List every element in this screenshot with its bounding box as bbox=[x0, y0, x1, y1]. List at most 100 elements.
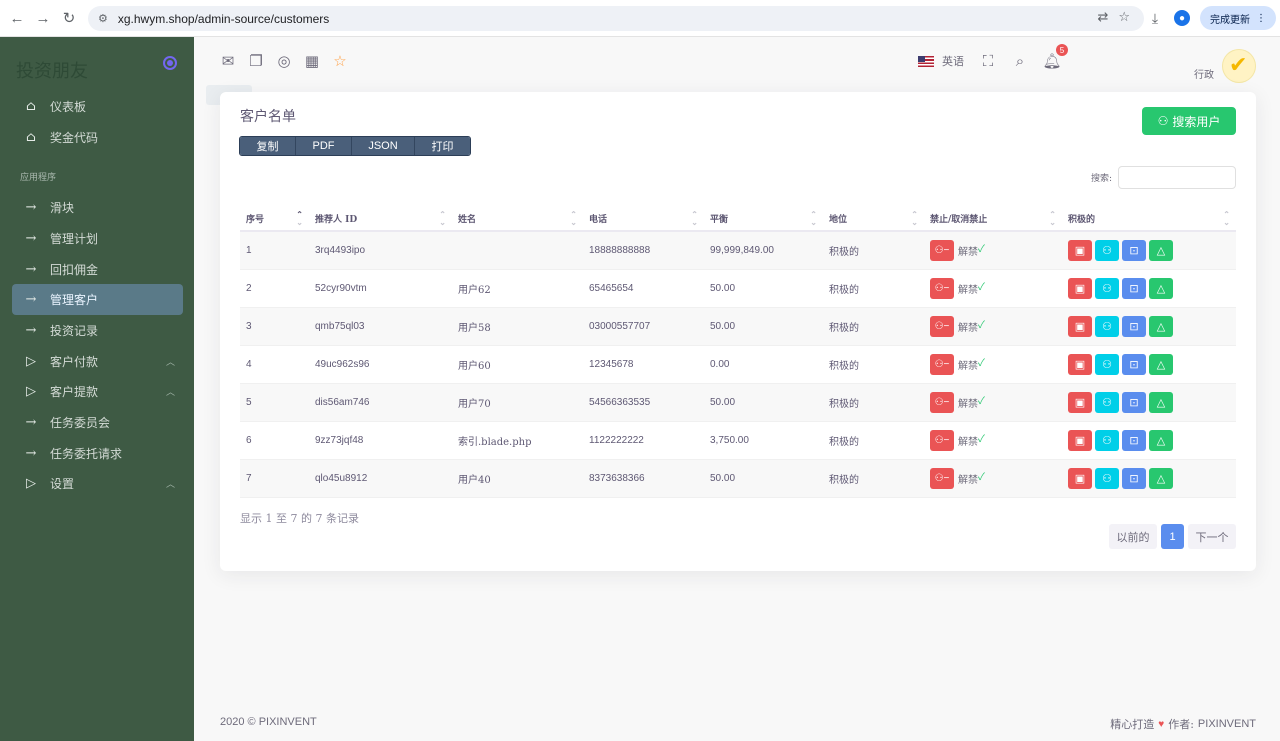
sidebar-item-investments[interactable]: → 投资记录 bbox=[12, 315, 183, 346]
triangle-button[interactable]: △ bbox=[1149, 239, 1173, 261]
sidebar-item-customers[interactable]: → 管理客户 bbox=[12, 284, 183, 316]
lock-button[interactable]: ⊡ bbox=[1122, 467, 1146, 489]
brand-logo[interactable]: 投资朋友 bbox=[16, 61, 88, 82]
ban-user-button[interactable]: ⚇− bbox=[930, 315, 954, 337]
footer-author[interactable]: PIXINVENT bbox=[1197, 718, 1256, 730]
reload-icon[interactable]: ↻ bbox=[62, 10, 76, 27]
sidebar-item-plans[interactable]: → 管理计划 bbox=[12, 223, 183, 254]
unban-label[interactable]: 解禁✓ bbox=[958, 395, 985, 410]
ban-user-button[interactable]: ⚇− bbox=[930, 277, 954, 299]
ban-user-button[interactable]: ⚇− bbox=[930, 391, 954, 413]
user-profile-button[interactable]: ⚇ bbox=[1095, 429, 1119, 451]
gift-button[interactable]: ▣ bbox=[1068, 429, 1092, 451]
search-icon[interactable]: ⌕ bbox=[1015, 52, 1025, 70]
print-button[interactable]: 打印 bbox=[415, 137, 470, 155]
star-icon[interactable]: ☆ bbox=[333, 53, 347, 70]
user-profile-button[interactable]: ⚇ bbox=[1095, 353, 1119, 375]
triangle-button[interactable]: △ bbox=[1149, 277, 1173, 299]
triangle-button[interactable]: △ bbox=[1149, 315, 1173, 337]
column-header-ban[interactable]: 禁止/取消禁止 ⌃ ⌄ bbox=[924, 206, 1062, 232]
user-profile-button[interactable]: ⚇ bbox=[1095, 239, 1119, 261]
json-button[interactable]: JSON bbox=[352, 137, 415, 155]
unban-label[interactable]: 解禁✓ bbox=[958, 243, 985, 258]
column-header-no[interactable]: 序号 ⌃ ⌄ bbox=[240, 206, 309, 232]
ban-controls: ⚇− 解禁✓ bbox=[930, 429, 1062, 451]
unban-label[interactable]: 解禁✓ bbox=[958, 433, 985, 448]
lock-button[interactable]: ⊡ bbox=[1122, 239, 1146, 261]
profile-icon[interactable]: ● bbox=[1174, 10, 1190, 26]
calendar-icon[interactable]: ▦ bbox=[304, 53, 320, 70]
page-1-button[interactable]: 1 bbox=[1161, 524, 1184, 549]
lock-button[interactable]: ⊡ bbox=[1122, 429, 1146, 451]
sidebar-item-rebate[interactable]: → 回扣佣金 bbox=[12, 254, 183, 285]
fullscreen-icon[interactable]: ⛶ bbox=[982, 52, 994, 70]
translate-icon[interactable]: ⇄ bbox=[1097, 9, 1109, 24]
column-header-actions[interactable]: 积极的 ⌃ ⌄ bbox=[1062, 206, 1236, 232]
bookmark-star-icon[interactable]: ☆ bbox=[1118, 9, 1130, 24]
search-user-button[interactable]: ⚇ 搜索用户 bbox=[1142, 107, 1236, 135]
sidebar-item-payments[interactable]: ▷ 客户付款 ︿ bbox=[12, 346, 183, 377]
sidebar-item-settings[interactable]: ▷ 设置 ︿ bbox=[12, 469, 183, 500]
gift-button[interactable]: ▣ bbox=[1068, 353, 1092, 375]
update-button[interactable]: 完成更新 ⋮ bbox=[1200, 6, 1276, 30]
previous-page-button[interactable]: 以前的 bbox=[1109, 524, 1157, 549]
unban-label[interactable]: 解禁✓ bbox=[958, 281, 985, 296]
gift-button[interactable]: ▣ bbox=[1068, 467, 1092, 489]
top-navbar: ✉ ❐ ◎ ▦ ☆ 英语 ⛶ ⌕ 🔔︎ 5 行政 bbox=[194, 37, 1280, 91]
action-buttons: ▣ ⚇ ⊡ △ bbox=[1068, 239, 1236, 261]
ban-user-button[interactable]: ⚇− bbox=[930, 467, 954, 489]
lock-button[interactable]: ⊡ bbox=[1122, 277, 1146, 299]
cell-actions: ▣ ⚇ ⊡ △ bbox=[1062, 269, 1236, 308]
check-circle-icon[interactable]: ◎ bbox=[277, 53, 291, 70]
gift-button[interactable]: ▣ bbox=[1068, 315, 1092, 337]
unban-label[interactable]: 解禁✓ bbox=[958, 471, 985, 486]
user-profile-button[interactable]: ⚇ bbox=[1095, 391, 1119, 413]
download-icon[interactable]: ⤓ bbox=[1151, 9, 1159, 26]
sidebar-item-dashboard[interactable]: ⌂ 仪表板 bbox=[12, 91, 183, 122]
column-header-name[interactable]: 姓名 ⌃ ⌄ bbox=[452, 206, 583, 232]
language-dropdown[interactable]: 英语 bbox=[918, 53, 964, 69]
gift-button[interactable]: ▣ bbox=[1068, 391, 1092, 413]
ban-user-button[interactable]: ⚇− bbox=[930, 239, 954, 261]
cell-phone: 03000557707 bbox=[583, 307, 704, 346]
triangle-button[interactable]: △ bbox=[1149, 391, 1173, 413]
ban-user-button[interactable]: ⚇− bbox=[930, 353, 954, 375]
user-profile-button[interactable]: ⚇ bbox=[1095, 467, 1119, 489]
triangle-button[interactable]: △ bbox=[1149, 467, 1173, 489]
pdf-button[interactable]: PDF bbox=[296, 137, 352, 155]
gift-button[interactable]: ▣ bbox=[1068, 277, 1092, 299]
unban-label[interactable]: 解禁✓ bbox=[958, 357, 985, 372]
user-profile-button[interactable]: ⚇ bbox=[1095, 315, 1119, 337]
column-header-status[interactable]: 地位 ⌃ ⌄ bbox=[823, 206, 924, 232]
user-profile-button[interactable]: ⚇ bbox=[1095, 277, 1119, 299]
column-header-balance[interactable]: 平衡 ⌃ ⌄ bbox=[704, 206, 823, 232]
lock-button[interactable]: ⊡ bbox=[1122, 315, 1146, 337]
search-input[interactable] bbox=[1118, 166, 1236, 189]
user-dropdown[interactable]: 行政 bbox=[1194, 49, 1256, 83]
next-page-button[interactable]: 下一个 bbox=[1188, 524, 1236, 549]
sidebar-item-bonus-code[interactable]: ⌂ 奖金代码 bbox=[12, 122, 183, 153]
gift-button[interactable]: ▣ bbox=[1068, 239, 1092, 261]
column-header-referrer[interactable]: 推荐人 ID ⌃ ⌄ bbox=[309, 206, 452, 232]
mail-icon[interactable]: ✉ bbox=[221, 53, 235, 70]
sidebar-toggle-icon[interactable] bbox=[163, 56, 177, 70]
copy-button[interactable]: 复制 bbox=[240, 137, 296, 155]
lock-button[interactable]: ⊡ bbox=[1122, 353, 1146, 375]
triangle-button[interactable]: △ bbox=[1149, 429, 1173, 451]
chat-icon[interactable]: ❐ bbox=[249, 53, 263, 70]
ban-user-button[interactable]: ⚇− bbox=[930, 429, 954, 451]
unban-label[interactable]: 解禁✓ bbox=[958, 319, 985, 334]
column-header-phone[interactable]: 电话 ⌃ ⌄ bbox=[583, 206, 704, 232]
address-bar[interactable]: ⚙ xg.hwym.shop/admin-source/customers ⇄ … bbox=[88, 6, 1144, 31]
sidebar-item-withdrawals[interactable]: ▷ 客户提款 ︿ bbox=[12, 377, 183, 408]
bell-icon[interactable]: 🔔︎ 5 bbox=[1042, 44, 1068, 70]
triangle-button[interactable]: △ bbox=[1149, 353, 1173, 375]
sidebar-item-task-requests[interactable]: → 任务委托请求 bbox=[12, 438, 183, 469]
forward-icon[interactable]: → bbox=[35, 9, 51, 27]
lock-button[interactable]: ⊡ bbox=[1122, 391, 1146, 413]
site-settings-icon[interactable]: ⚙ bbox=[98, 13, 108, 25]
back-icon[interactable]: ← bbox=[9, 9, 25, 27]
avatar[interactable] bbox=[1222, 49, 1256, 83]
sidebar-item-task-committee[interactable]: → 任务委员会 bbox=[12, 407, 183, 438]
sidebar-item-slider[interactable]: → 滑块 bbox=[12, 192, 183, 223]
